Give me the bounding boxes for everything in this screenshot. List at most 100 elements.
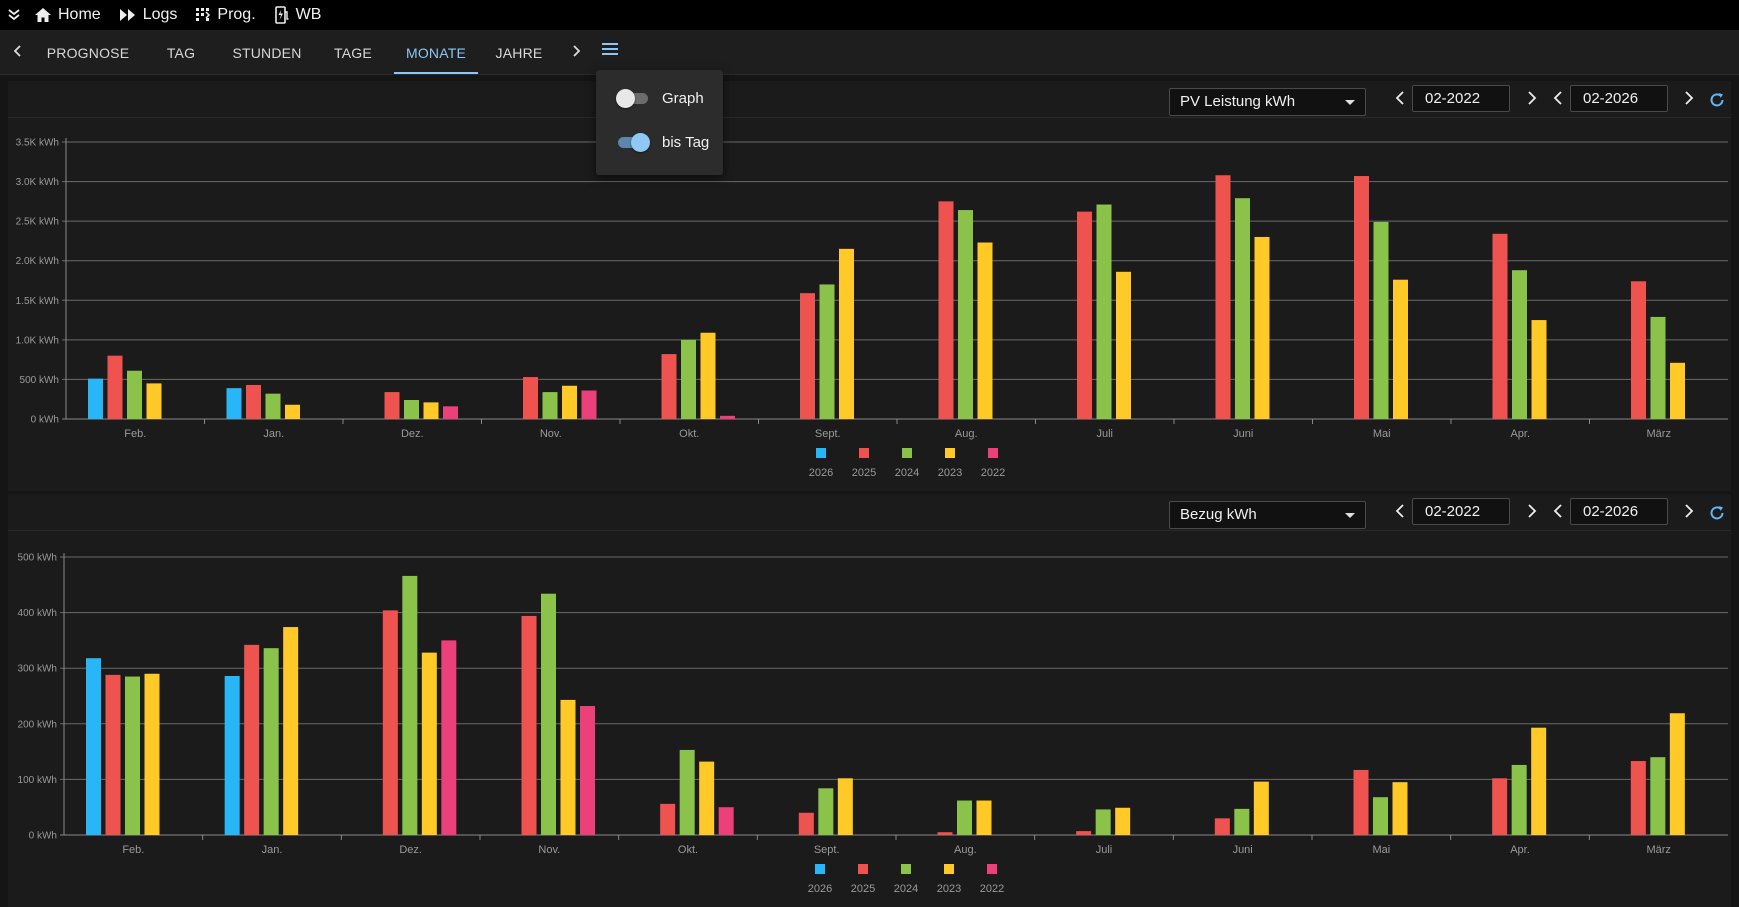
tab-stunden[interactable]: STUNDEN (232, 45, 302, 61)
legend-swatch-2023[interactable] (944, 864, 954, 874)
bar-2026-Feb.[interactable] (86, 658, 101, 835)
nav-prog[interactable]: Prog. (195, 6, 256, 24)
legend-label-2024[interactable]: 2024 (894, 883, 918, 895)
collapse-menu-icon[interactable] (4, 5, 24, 25)
bar-2023-Dez.[interactable] (421, 652, 437, 835)
bar-2024-Nov.[interactable] (542, 392, 558, 419)
bar-2025-Feb.[interactable] (105, 674, 121, 835)
bar-2024-Okt.[interactable] (679, 749, 695, 835)
bar-2024-Juli[interactable] (1095, 809, 1111, 835)
bar-2025-Juni[interactable] (1214, 818, 1230, 835)
bar-2025-Dez.[interactable] (384, 392, 400, 419)
bar-2024-März[interactable] (1650, 757, 1666, 835)
pv-to-next-icon[interactable] (1681, 89, 1697, 107)
bar-2025-Juli[interactable] (1077, 211, 1092, 419)
pv-refresh-icon[interactable] (1708, 91, 1726, 109)
bezug-to-date[interactable]: 02-2026 (1570, 498, 1668, 525)
bezug-from-prev-icon[interactable] (1392, 502, 1408, 520)
bezug-refresh-icon[interactable] (1708, 504, 1726, 522)
legend-label-2022[interactable]: 2022 (980, 883, 1004, 895)
bar-2022-Okt.[interactable] (718, 807, 734, 835)
bar-2023-Juni[interactable] (1254, 236, 1270, 419)
pv-from-next-icon[interactable] (1524, 89, 1540, 107)
legend-label-2026[interactable]: 2026 (809, 467, 833, 479)
bar-2023-Nov.[interactable] (560, 699, 576, 835)
bar-2023-Sept.[interactable] (837, 778, 853, 835)
bezug-from-next-icon[interactable] (1524, 502, 1540, 520)
bar-2022-Dez.[interactable] (441, 640, 457, 835)
bar-2024-Aug.[interactable] (958, 210, 973, 419)
bar-2025-Juli[interactable] (1076, 831, 1092, 835)
tab-monate[interactable]: MONATE (394, 30, 478, 74)
bar-2025-Jan.[interactable] (244, 644, 260, 835)
bar-2024-Jan.[interactable] (265, 393, 281, 419)
bar-2025-Aug.[interactable] (937, 832, 953, 835)
bar-2023-Okt.[interactable] (699, 761, 715, 835)
bar-2023-Aug.[interactable] (976, 800, 992, 835)
bar-2024-Sept.[interactable] (818, 788, 834, 835)
bar-2022-Nov.[interactable] (580, 706, 595, 835)
bezug-from-date[interactable]: 02-2022 (1412, 498, 1510, 525)
menu-list-icon[interactable] (600, 40, 620, 60)
bar-2023-Feb.[interactable] (144, 673, 160, 835)
legend-label-2023[interactable]: 2023 (937, 883, 961, 895)
tab-tag[interactable]: TAG (166, 45, 196, 61)
bar-2024-Mai[interactable] (1373, 797, 1388, 835)
pv-to-date[interactable]: 02-2026 (1570, 85, 1668, 112)
legend-label-2025[interactable]: 2025 (851, 883, 875, 895)
bar-2025-Apr.[interactable] (1492, 233, 1508, 419)
bar-2025-Feb.[interactable] (107, 355, 123, 419)
bar-2025-Dez.[interactable] (382, 610, 398, 835)
bar-2023-Juli[interactable] (1116, 271, 1131, 419)
bar-2024-Juni[interactable] (1234, 808, 1250, 835)
bar-2023-März[interactable] (1670, 362, 1685, 419)
bar-2023-Jan.[interactable] (283, 627, 299, 835)
pv-from-prev-icon[interactable] (1392, 89, 1408, 107)
bar-2024-Feb.[interactable] (127, 370, 142, 419)
bar-2025-Okt.[interactable] (660, 803, 676, 835)
bar-2025-Mai[interactable] (1353, 769, 1369, 835)
bis-tag-toggle-row[interactable]: bis Tag (616, 132, 709, 152)
bar-2024-Apr.[interactable] (1512, 270, 1527, 419)
bar-2024-Apr.[interactable] (1511, 764, 1527, 835)
bar-2025-März[interactable] (1630, 761, 1646, 835)
bar-2023-Apr.[interactable] (1531, 320, 1547, 419)
bar-2025-Aug.[interactable] (938, 201, 954, 419)
bar-2023-Aug.[interactable] (977, 242, 993, 419)
nav-wb[interactable]: WB (274, 6, 321, 24)
legend-swatch-2022[interactable] (988, 448, 998, 458)
legend-swatch-2026[interactable] (816, 448, 826, 458)
legend-swatch-2025[interactable] (859, 448, 869, 458)
bar-2026-Jan.[interactable] (226, 388, 242, 419)
bar-2024-Juni[interactable] (1235, 198, 1250, 419)
bar-2025-Sept.[interactable] (798, 812, 814, 835)
graph-toggle-row[interactable]: Graph (616, 88, 704, 108)
bar-2024-Feb.[interactable] (125, 676, 140, 835)
legend-swatch-2024[interactable] (902, 448, 912, 458)
bar-2025-Juni[interactable] (1215, 175, 1231, 419)
tab-jahre[interactable]: JAHRE (495, 45, 543, 61)
pv-to-prev-icon[interactable] (1550, 89, 1566, 107)
bis-tag-toggle[interactable] (616, 132, 650, 152)
legend-swatch-2026[interactable] (815, 864, 825, 874)
bezug-to-prev-icon[interactable] (1550, 502, 1566, 520)
bar-2023-Sept.[interactable] (839, 248, 854, 419)
legend-label-2025[interactable]: 2025 (852, 467, 876, 479)
legend-swatch-2022[interactable] (987, 864, 997, 874)
bar-2024-Aug.[interactable] (957, 800, 972, 835)
bar-2024-Okt.[interactable] (681, 339, 696, 419)
legend-swatch-2023[interactable] (945, 448, 955, 458)
bar-2023-Feb.[interactable] (146, 383, 162, 419)
bar-2024-März[interactable] (1650, 316, 1666, 419)
bar-2023-Mai[interactable] (1393, 279, 1408, 419)
pv-from-date[interactable]: 02-2022 (1412, 85, 1510, 112)
pv-metric-select[interactable]: PV Leistung kWh (1169, 88, 1366, 116)
bar-2022-Okt.[interactable] (720, 415, 735, 419)
bar-2025-März[interactable] (1631, 281, 1646, 419)
bar-2023-Mai[interactable] (1392, 782, 1408, 835)
bar-2022-Dez.[interactable] (443, 406, 458, 419)
bar-2025-Okt.[interactable] (661, 354, 677, 419)
bar-2023-März[interactable] (1669, 713, 1685, 835)
nav-logs[interactable]: Logs (119, 6, 177, 24)
legend-label-2026[interactable]: 2026 (808, 883, 832, 895)
